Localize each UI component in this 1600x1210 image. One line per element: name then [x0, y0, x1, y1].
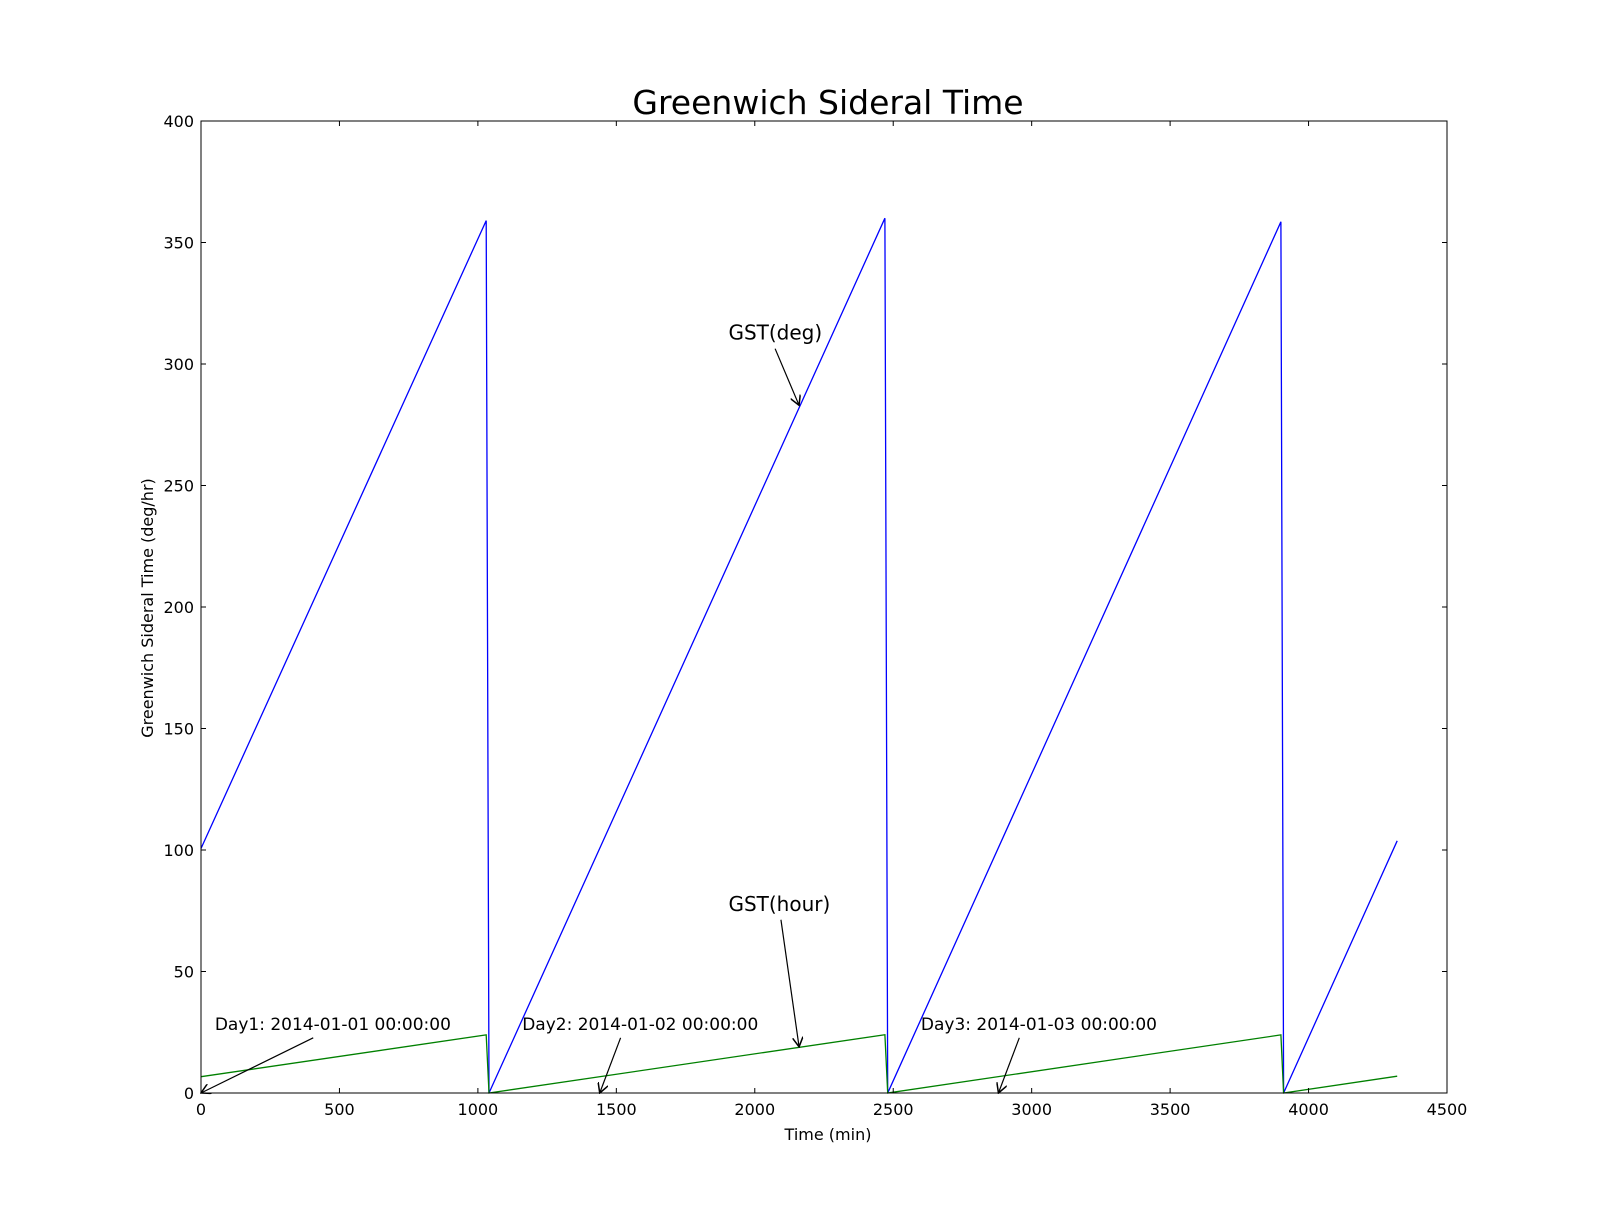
annotation-label-3: Day1: 2014-01-01 00:00:00: [215, 1015, 451, 1035]
y-tick-label: 150: [163, 720, 194, 739]
annotation-arrow-2: [780, 919, 799, 1047]
series-line-1: [200, 217, 1398, 1094]
series-line-2: [200, 1033, 1398, 1094]
x-tick-label: 3500: [1150, 1100, 1191, 1119]
x-tick-label: 2000: [734, 1100, 775, 1119]
y-tick-label: 0: [184, 1084, 194, 1103]
plot-area: 0 500 1000 1500 2000 2500 3000 3500 4000 4500 0 50 1…: [163, 112, 1467, 1119]
chart-title: Greenwich Sideral Time: [632, 83, 1023, 122]
x-tick-label: 4500: [1427, 1100, 1468, 1119]
y-tick-label: 200: [163, 598, 194, 617]
x-tick-label: 2500: [873, 1100, 914, 1119]
annotation-arrow-4: [600, 1037, 622, 1093]
annotation-label-1: GST(deg): [728, 321, 822, 345]
y-tick-label: 300: [163, 355, 194, 374]
y-tick-label: 350: [163, 234, 194, 253]
y-tick-label: 100: [163, 841, 194, 860]
x-tick-label: 500: [324, 1100, 355, 1119]
annotation-label-5: Day3: 2014-01-03 00:00:00: [921, 1015, 1157, 1035]
x-axis-label: Time (min): [784, 1125, 872, 1144]
annotation-label-4: Day2: 2014-01-02 00:00:00: [522, 1015, 758, 1035]
annotation-label-2: GST(hour): [728, 892, 830, 916]
x-tick-label: 4000: [1288, 1100, 1329, 1119]
y-tick-label: 50: [174, 963, 194, 982]
x-tick-label: 3000: [1011, 1100, 1052, 1119]
annotation-arrow-5: [998, 1037, 1020, 1093]
y-tick-label: 400: [163, 112, 194, 131]
y-axis-label: Greenwich Sideral Time (deg/hr): [138, 478, 157, 738]
x-tick-label: 1500: [596, 1100, 637, 1119]
annotation-arrow-1: [774, 348, 799, 406]
y-tick-label: 250: [163, 477, 194, 496]
annotation-arrow-3: [201, 1037, 314, 1093]
x-tick-label: 0: [196, 1100, 206, 1119]
x-tick-label: 1000: [458, 1100, 499, 1119]
